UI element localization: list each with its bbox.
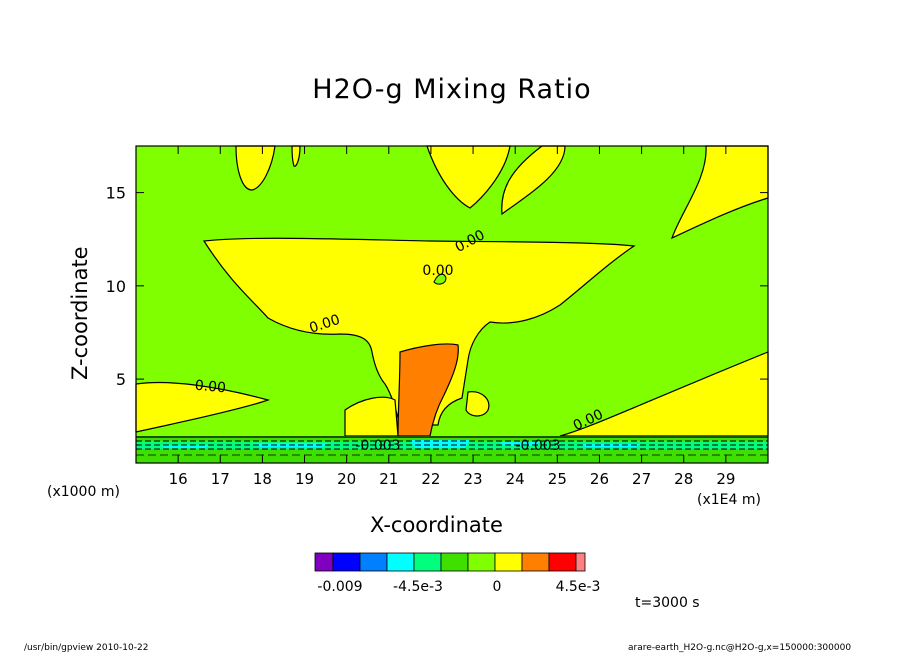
colorbar-label: -0.009 — [317, 579, 362, 595]
colorbar-swatch — [413, 552, 442, 572]
y-tick-label: 10 — [106, 277, 126, 296]
x-unit-label: (x1000 m) — [47, 484, 120, 500]
x-tick-label: 22 — [421, 470, 440, 488]
colorbar-swatch — [314, 552, 334, 572]
y-tick-label: 5 — [116, 370, 126, 389]
x-tick-label: 20 — [337, 470, 356, 488]
colorbar-swatch — [494, 552, 523, 572]
x-tick-label: 16 — [169, 470, 188, 488]
y-axis-ticks: 5 10 15 — [106, 184, 768, 389]
colorbar-swatch — [548, 552, 577, 572]
x-tick-label: 29 — [716, 470, 735, 488]
footer-right: arare-earth_H2O-g.nc@H2O-g,x=150000:3000… — [628, 643, 852, 653]
top-left-blob — [235, 145, 276, 191]
time-label: t=3000 s — [635, 595, 700, 611]
core-region — [397, 343, 459, 437]
contour-label: 0.00 — [422, 263, 453, 279]
colorbar-swatch — [440, 552, 469, 572]
boundary-layer — [136, 436, 768, 463]
anvil-green-spot — [433, 273, 447, 285]
colorbar-label: 0 — [493, 579, 502, 595]
x-tick-label: 18 — [253, 470, 272, 488]
top-center-blob — [426, 145, 511, 209]
positive-regions — [135, 145, 769, 437]
x-axis-ticks: 16 17 18 19 20 21 22 23 24 25 26 27 28 29 — [169, 146, 735, 488]
x-tick-label: 23 — [464, 470, 483, 488]
top-right-corner — [670, 145, 769, 240]
colorbar-label: 4.5e-3 — [556, 579, 601, 595]
colorbar: -0.009 -4.5e-3 0 4.5e-3 — [314, 552, 601, 595]
y-axis-label: Z-coordinate — [68, 246, 92, 380]
colorbar-label: -4.5e-3 — [393, 579, 443, 595]
contour-label: 0.00 — [194, 378, 226, 397]
left-lower-region — [135, 381, 271, 433]
colorbar-swatch — [575, 552, 586, 572]
x-axis-label: X-coordinate — [370, 513, 503, 537]
x-tick-label: 26 — [590, 470, 609, 488]
colorbar-swatch — [332, 552, 361, 572]
x-tick-label: 17 — [211, 470, 230, 488]
anvil-region — [202, 237, 636, 426]
plot-frame — [135, 145, 769, 464]
x-tick-label: 25 — [548, 470, 567, 488]
chart-title: H2O-g Mixing Ratio — [312, 74, 592, 105]
colorbar-swatch — [467, 552, 496, 572]
mid-right-blob — [465, 391, 490, 417]
y-tick-label: 15 — [106, 184, 126, 203]
x-tick-label: 28 — [674, 470, 693, 488]
x-tick-label: 21 — [379, 470, 398, 488]
colorbar-swatch — [521, 552, 550, 572]
footer-left: /usr/bin/gpview 2010-10-22 — [24, 643, 149, 653]
top-left-blob-2 — [291, 145, 301, 167]
x-tick-label: 19 — [295, 470, 314, 488]
colorbar-swatch — [359, 552, 388, 572]
contour-label: -0.003 — [515, 438, 560, 454]
x-exponent-label: (x1E4 m) — [697, 492, 761, 508]
contour-label: -0.003 — [355, 438, 400, 454]
colorbar-swatch — [386, 552, 415, 572]
right-lower-region — [559, 351, 769, 437]
x-tick-label: 27 — [632, 470, 651, 488]
x-tick-label: 24 — [506, 470, 525, 488]
top-right-blob — [501, 145, 566, 216]
